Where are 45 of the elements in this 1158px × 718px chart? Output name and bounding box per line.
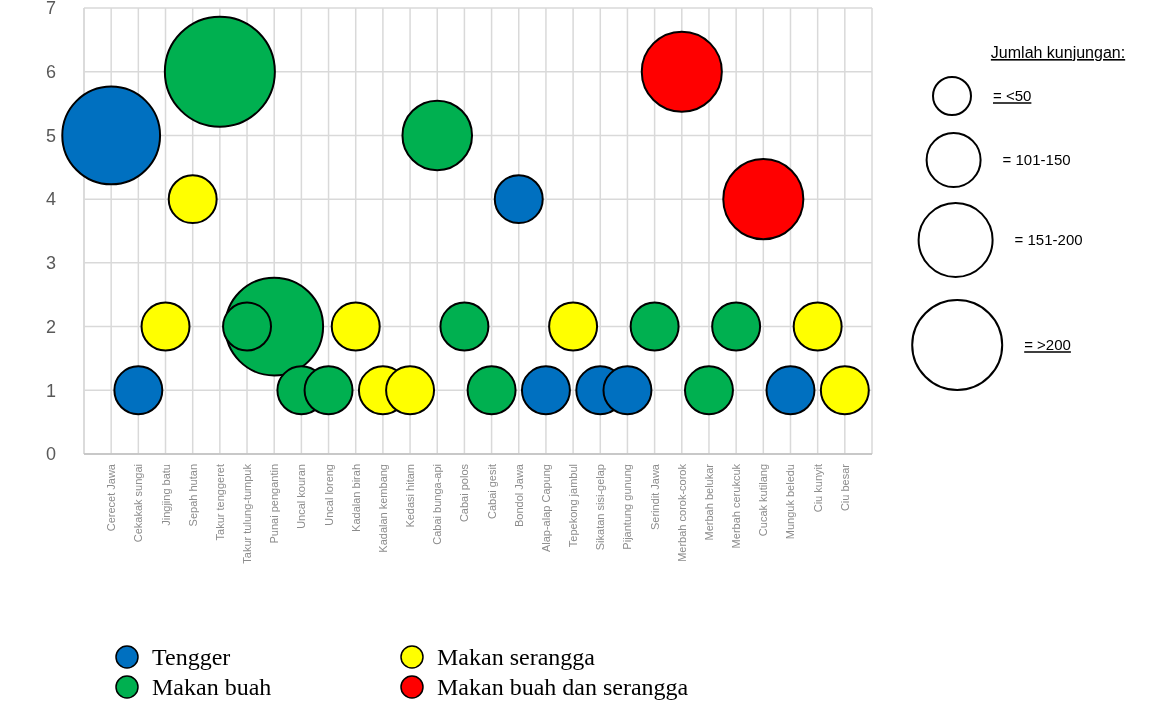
x-tick-label: Punai pengantin: [268, 464, 281, 544]
x-tick-label: Munguk beledu: [784, 464, 797, 540]
x-tick-label: Alap-alap Capung: [539, 464, 552, 553]
legend-label: Makan buah: [152, 674, 272, 701]
y-tick-label: 4: [45, 189, 56, 210]
x-tick-label: Bondol Jawa: [512, 463, 525, 527]
text: = 151-200: [1014, 231, 1083, 249]
text: = 101-150: [1002, 151, 1071, 169]
x-tick-label: Kadalan birah: [349, 464, 362, 532]
x-tick-label: Pijantung gunung: [621, 464, 634, 550]
x-tick-label: Merbah belukar: [702, 463, 715, 541]
x-tick-label: Sepah hutan: [186, 464, 199, 527]
x-tick-label: Cekakak sungai: [132, 464, 145, 543]
legend-label: Tengger: [152, 644, 231, 671]
x-tick-label: Jingjing batu: [159, 464, 172, 526]
text: Jumlah kunjungan:: [990, 44, 1126, 61]
x-tick-label: Cabai bunga-api: [431, 464, 444, 545]
x-tick-label: Uncal kouran: [295, 464, 308, 529]
x-tick-label: Merbah corok-corok: [675, 463, 688, 562]
x-tick-label: Sikatan sisi-gelap: [594, 464, 607, 551]
x-tick-label: Merbah cerukcuk: [730, 463, 743, 549]
y-tick-label: 5: [45, 125, 56, 146]
x-tick-label: Cabai polos: [458, 463, 471, 523]
y-tick-label: 6: [45, 62, 56, 83]
x-tick-label: Takur tenggeret: [213, 464, 226, 541]
x-tick-label: Uncal loreng: [322, 464, 335, 526]
x-tick-label: Cabai gesit: [485, 464, 498, 520]
y-tick-label: 7: [45, 0, 56, 19]
x-tick-label: Kadalan kembang: [376, 464, 389, 553]
legend-label: Makan buah dan serangga: [437, 674, 689, 701]
x-tick-label: Ciu besar: [838, 463, 851, 512]
x-tick-label: Serindit Jawa: [648, 463, 661, 531]
x-tick-label: Ciu kunyit: [811, 464, 824, 513]
text: = >200: [1024, 336, 1071, 354]
legend-label: Makan serangga: [437, 644, 596, 671]
y-tick-label: 3: [45, 253, 56, 274]
x-tick-label: Cucak kutilang: [757, 464, 770, 537]
y-tick-label: 1: [45, 380, 56, 401]
text: = <50: [993, 87, 1032, 105]
y-tick-label: 0: [45, 444, 56, 465]
y-tick-label: 2: [45, 316, 56, 337]
x-tick-label: Tepekong jambul: [567, 464, 580, 548]
x-tick-label: Cerecet Jawa: [105, 463, 118, 532]
x-tick-label: Takur tulung-tumpuk: [241, 463, 254, 564]
x-tick-label: Kedasi hitam: [404, 464, 417, 528]
